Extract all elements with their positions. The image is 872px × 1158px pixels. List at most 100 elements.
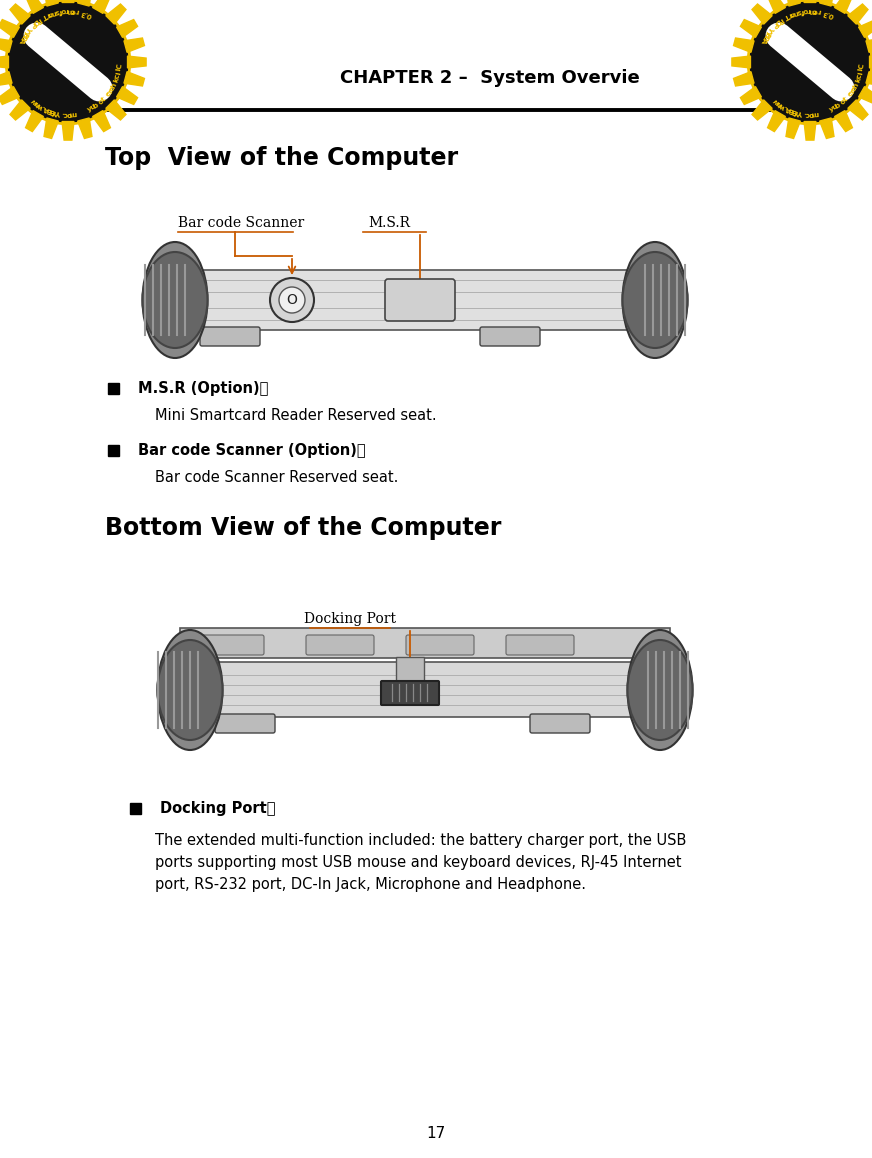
Text: 0: 0: [86, 12, 93, 19]
Text: w: w: [773, 97, 781, 107]
Text: c: c: [114, 74, 121, 80]
Text: D: D: [31, 17, 40, 25]
Text: c: c: [856, 74, 863, 80]
Polygon shape: [866, 38, 872, 52]
Text: Y: Y: [766, 24, 774, 32]
Text: B: B: [760, 34, 768, 41]
Text: m: m: [810, 110, 819, 117]
Polygon shape: [848, 100, 868, 120]
Text: Docking Port: Docking Port: [304, 611, 396, 626]
Polygon shape: [117, 20, 138, 37]
Text: Bar code Scanner Reserved seat.: Bar code Scanner Reserved seat.: [155, 469, 399, 484]
Text: The extended multi-function included: the battery charger port, the USB: The extended multi-function included: th…: [155, 833, 686, 848]
Text: 3: 3: [80, 9, 87, 16]
Polygon shape: [92, 0, 111, 14]
Polygon shape: [740, 87, 761, 104]
Text: .: .: [827, 10, 831, 17]
Polygon shape: [92, 110, 111, 132]
Text: .: .: [40, 104, 46, 111]
Text: T: T: [40, 13, 48, 20]
Ellipse shape: [628, 630, 692, 750]
Text: i: i: [115, 72, 122, 75]
Ellipse shape: [158, 630, 222, 750]
Polygon shape: [859, 20, 872, 37]
Bar: [175, 270, 655, 330]
Text: r: r: [848, 88, 855, 95]
Ellipse shape: [142, 252, 208, 349]
Text: 3: 3: [822, 9, 828, 16]
Ellipse shape: [623, 242, 687, 358]
FancyBboxPatch shape: [385, 279, 455, 321]
Text: s: s: [54, 8, 59, 15]
Text: y: y: [828, 105, 835, 112]
Circle shape: [766, 19, 854, 105]
Text: l: l: [858, 68, 864, 72]
Text: C: C: [858, 64, 865, 69]
Text: o: o: [808, 111, 814, 117]
Text: port, RS-232 port, DC-In Jack, Microphone and Headphone.: port, RS-232 port, DC-In Jack, Microphon…: [155, 877, 586, 892]
Polygon shape: [25, 0, 44, 14]
Text: w: w: [31, 97, 39, 107]
Text: D: D: [773, 17, 782, 25]
Text: Y: Y: [794, 109, 801, 116]
Text: CHAPTER 2 –  System Overvie: CHAPTER 2 – System Overvie: [340, 69, 640, 87]
Polygon shape: [10, 3, 31, 24]
Text: A: A: [760, 36, 767, 44]
Text: F: F: [777, 16, 784, 23]
Text: C: C: [116, 64, 123, 69]
Polygon shape: [835, 110, 853, 132]
Polygon shape: [767, 110, 786, 132]
Text: r: r: [75, 8, 79, 14]
Circle shape: [5, 0, 131, 125]
Text: A: A: [784, 105, 792, 112]
Text: M.S.R (Option)：: M.S.R (Option)：: [138, 381, 269, 396]
Polygon shape: [127, 56, 146, 68]
Polygon shape: [786, 118, 800, 139]
Bar: [108, 383, 119, 394]
Ellipse shape: [628, 640, 692, 740]
Text: c: c: [64, 110, 68, 117]
Circle shape: [279, 287, 305, 313]
Ellipse shape: [158, 640, 222, 740]
Polygon shape: [78, 0, 92, 6]
Polygon shape: [117, 87, 138, 104]
Text: .: .: [802, 110, 806, 117]
Text: 0: 0: [828, 12, 835, 19]
Text: Y: Y: [765, 28, 773, 36]
Polygon shape: [733, 38, 754, 52]
Text: B: B: [20, 30, 29, 38]
Text: w: w: [778, 101, 787, 110]
Text: r: r: [787, 12, 792, 19]
Text: B: B: [18, 34, 27, 41]
Ellipse shape: [142, 242, 208, 358]
Text: n: n: [51, 9, 57, 16]
Polygon shape: [835, 0, 853, 14]
FancyBboxPatch shape: [200, 327, 260, 346]
Text: s: s: [796, 8, 801, 15]
Text: Y: Y: [52, 109, 59, 116]
Text: a: a: [789, 9, 795, 17]
Text: u: u: [831, 103, 839, 111]
Text: A: A: [43, 105, 50, 112]
Polygon shape: [848, 3, 868, 24]
Text: e: e: [105, 90, 112, 98]
Polygon shape: [10, 100, 31, 120]
Text: .: .: [782, 104, 787, 111]
Text: ports supporting most USB mouse and keyboard devices, RJ-45 Internet: ports supporting most USB mouse and keyb…: [155, 855, 682, 870]
Polygon shape: [25, 110, 44, 132]
Polygon shape: [786, 0, 800, 6]
Polygon shape: [106, 3, 126, 24]
Text: F: F: [35, 16, 42, 23]
Text: B: B: [762, 30, 771, 38]
Circle shape: [750, 2, 870, 122]
Text: h: h: [110, 82, 118, 89]
FancyBboxPatch shape: [480, 327, 540, 346]
Polygon shape: [0, 87, 19, 104]
Text: Docking Port：: Docking Port：: [160, 800, 276, 815]
Polygon shape: [767, 0, 786, 14]
FancyBboxPatch shape: [530, 714, 590, 733]
Bar: [396, 657, 424, 682]
Text: r: r: [107, 88, 114, 95]
Text: f: f: [800, 8, 804, 14]
Polygon shape: [869, 56, 872, 68]
